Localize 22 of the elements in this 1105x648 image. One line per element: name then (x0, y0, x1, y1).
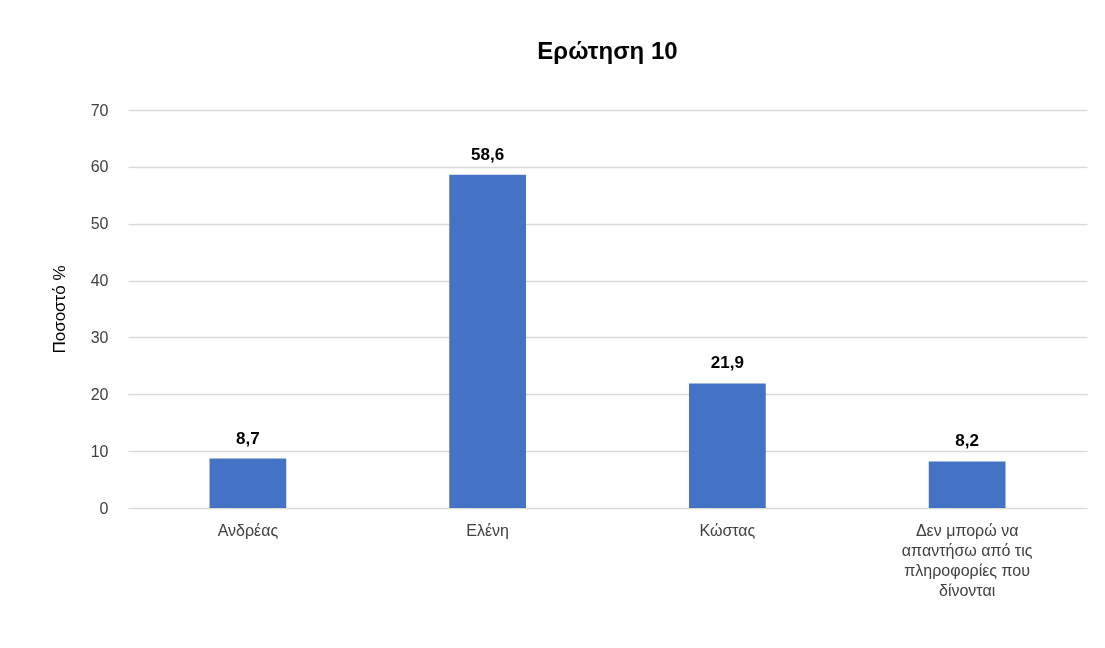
y-tick-label: 30 (90, 328, 109, 346)
y-tick-label: 20 (90, 385, 109, 403)
chart-title: Ερώτηση 10 (537, 37, 678, 64)
x-tick-label: Κώστας (699, 521, 756, 539)
y-tick-label: 40 (90, 272, 109, 290)
x-tick-label: Δεν μπορώ να απαντήσω από τις πληροφορίες που δίνονται (901, 521, 1033, 599)
y-tick-label: 0 (99, 499, 109, 517)
y-tick-label: 70 (90, 101, 109, 119)
bar (449, 174, 526, 508)
bar (209, 458, 287, 508)
data-label: 58,6 (471, 144, 505, 164)
x-tick-label: Ανδρέας (217, 521, 279, 539)
y-tick-label: 50 (90, 215, 109, 233)
x-tick-label: Ελένη (466, 521, 509, 539)
data-label: 21,9 (710, 353, 744, 373)
data-label: 8,2 (955, 431, 979, 451)
y-tick-label: 10 (90, 442, 109, 460)
bar (928, 461, 1006, 508)
y-axis-title: Ποσοστό % (49, 265, 69, 354)
bar (689, 383, 766, 508)
y-tick-label: 60 (90, 158, 109, 176)
data-label: 8,7 (236, 428, 260, 448)
